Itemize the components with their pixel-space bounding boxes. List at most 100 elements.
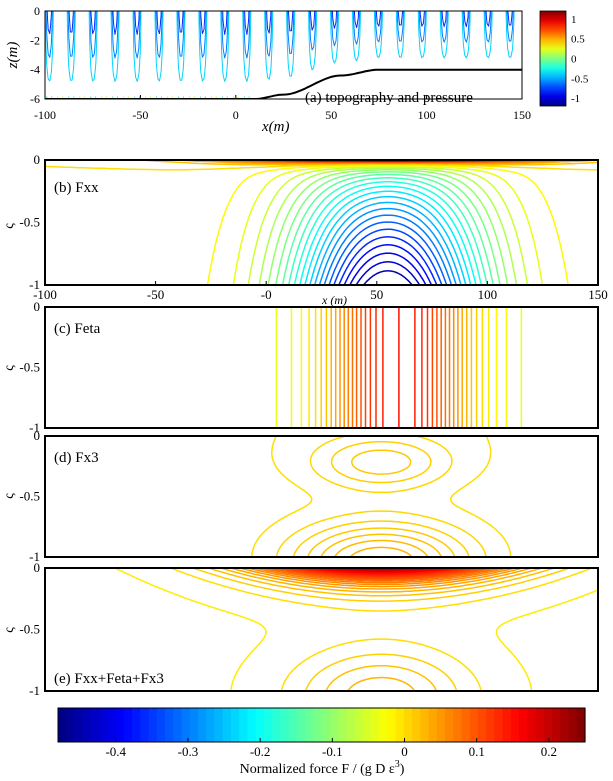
x-tick-label: 50 bbox=[325, 108, 337, 122]
feta-contour bbox=[314, 307, 484, 428]
colorbar-cell bbox=[148, 708, 158, 742]
colorbar-cell bbox=[477, 708, 487, 742]
panel-d-contours bbox=[251, 436, 512, 557]
panel-e-frame bbox=[44, 567, 599, 692]
colorbar-cell bbox=[519, 708, 528, 742]
colorbar-cell bbox=[502, 708, 512, 742]
x-tick-label: 50 bbox=[370, 287, 383, 302]
panel-a-colorbar-ramp bbox=[539, 10, 567, 107]
colorbar-cell bbox=[197, 708, 207, 742]
panel-a-annotation: (a) topography and pressure bbox=[305, 90, 473, 106]
colorbar-cell bbox=[403, 708, 413, 742]
fxx-contour bbox=[274, 171, 501, 285]
colorbar-cell bbox=[552, 708, 561, 742]
panel-c: (c) Feta ς 0 -0.5 -1 bbox=[2, 299, 599, 435]
colorbar-tick-label: -0.5 bbox=[571, 73, 589, 85]
colorbar-cell bbox=[543, 708, 553, 742]
panel-a: (a) topography and pressure x(m) z(m) -1… bbox=[5, 4, 589, 135]
colorbar-cell bbox=[173, 708, 183, 742]
colorbar-tick-label: 1 bbox=[571, 14, 577, 26]
y-tick-label: 0 bbox=[34, 152, 41, 167]
feta-contour bbox=[351, 307, 447, 428]
panel-e-contours bbox=[114, 568, 598, 691]
y-tick-label: -2 bbox=[30, 33, 40, 47]
colorbar-cell bbox=[165, 708, 174, 742]
panel-b: (b) Fxx ς x (m) -100 -50 -0 50 100 150 0 -0.5 -… bbox=[2, 152, 608, 307]
colorbar-cell bbox=[313, 708, 323, 742]
panel-e-yticks: 0 -0.5 -1 bbox=[19, 560, 40, 698]
sum-contour bbox=[254, 568, 509, 584]
colorbar-cell bbox=[453, 708, 463, 742]
feta-contour bbox=[325, 307, 473, 428]
colorbar-cell bbox=[354, 708, 364, 742]
colorbar-tick-label: -1 bbox=[571, 93, 580, 105]
panel-e-annotation: (e) Fxx+Feta+Fx3 bbox=[54, 671, 164, 687]
feta-contour bbox=[330, 307, 468, 428]
colorbar-cell bbox=[230, 708, 240, 742]
feta-contour bbox=[369, 307, 429, 428]
feta-contour bbox=[334, 307, 463, 428]
fxx-contour bbox=[281, 173, 494, 285]
fx3-contour bbox=[251, 436, 512, 557]
feta-contour bbox=[300, 307, 498, 428]
colorbar-cell bbox=[346, 708, 356, 742]
y-tick-label: -1 bbox=[29, 549, 40, 564]
fxx-contour bbox=[247, 166, 529, 285]
y-tick-label: -1 bbox=[29, 420, 40, 435]
colorbar-cell bbox=[469, 708, 479, 742]
pressure-contour bbox=[57, 96, 239, 99]
fx3-contour bbox=[349, 546, 413, 557]
fxx-contour bbox=[293, 181, 483, 285]
x-tick-label: -0 bbox=[261, 287, 272, 302]
fx3-contour bbox=[320, 533, 443, 557]
sum-contour bbox=[274, 568, 489, 580]
colorbar-cell bbox=[66, 708, 76, 742]
colorbar-tick-label: -0.4 bbox=[105, 744, 126, 759]
colorbar-cell bbox=[74, 708, 84, 742]
fxx-contour bbox=[314, 201, 462, 285]
colorbar-cell bbox=[560, 708, 570, 742]
main-colorbar-frame bbox=[57, 707, 586, 743]
feta-contour bbox=[320, 307, 478, 428]
fxx-contour bbox=[287, 177, 488, 285]
colorbar-cell bbox=[272, 708, 281, 742]
sum-contour bbox=[261, 568, 502, 582]
colorbar-tick-label: 0.5 bbox=[571, 34, 585, 46]
panel-a-ylabel: z(m) bbox=[5, 42, 21, 70]
colorbar-cell bbox=[280, 708, 290, 742]
panel-a-contours bbox=[45, 11, 522, 99]
colorbar-cell bbox=[206, 708, 216, 742]
colorbar-cell bbox=[362, 708, 372, 742]
panel-b-annotation: (b) Fxx bbox=[54, 180, 99, 196]
colorbar-cell bbox=[494, 708, 504, 742]
colorbar-cell bbox=[370, 708, 380, 742]
colorbar-cell bbox=[568, 708, 578, 742]
colorbar-tick-label: 0.1 bbox=[469, 744, 485, 759]
colorbar-tick-label: -0.1 bbox=[322, 744, 343, 759]
x-tick-label: 150 bbox=[588, 287, 608, 302]
y-tick-label: 0 bbox=[34, 299, 41, 314]
fxx-contour bbox=[267, 169, 509, 285]
fxx-contour bbox=[206, 164, 569, 285]
panel-b-frame bbox=[44, 159, 599, 286]
panel-b-contours bbox=[45, 160, 598, 285]
fxx-contour bbox=[349, 252, 427, 285]
colorbar-cell bbox=[305, 708, 314, 742]
colorbar-tick-label: 0 bbox=[401, 744, 408, 759]
sum-contour bbox=[267, 568, 495, 581]
feta-contour bbox=[360, 307, 438, 428]
pressure-contour bbox=[45, 11, 515, 82]
colorbar-cell bbox=[255, 708, 265, 742]
y-tick-label: 0 bbox=[34, 4, 40, 18]
colorbar-cell bbox=[420, 708, 430, 742]
x-tick-label: -100 bbox=[34, 108, 56, 122]
feta-contour bbox=[290, 307, 508, 428]
sum-contour bbox=[304, 568, 459, 575]
y-tick-label: -1 bbox=[29, 277, 40, 292]
colorbar-cell bbox=[99, 708, 109, 742]
colorbar-cell bbox=[214, 708, 224, 742]
colorbar-cell bbox=[296, 708, 306, 742]
panel-a-frame bbox=[44, 10, 523, 100]
x-tick-label: 100 bbox=[478, 287, 498, 302]
panel-e-ylabel: ς bbox=[2, 627, 17, 633]
